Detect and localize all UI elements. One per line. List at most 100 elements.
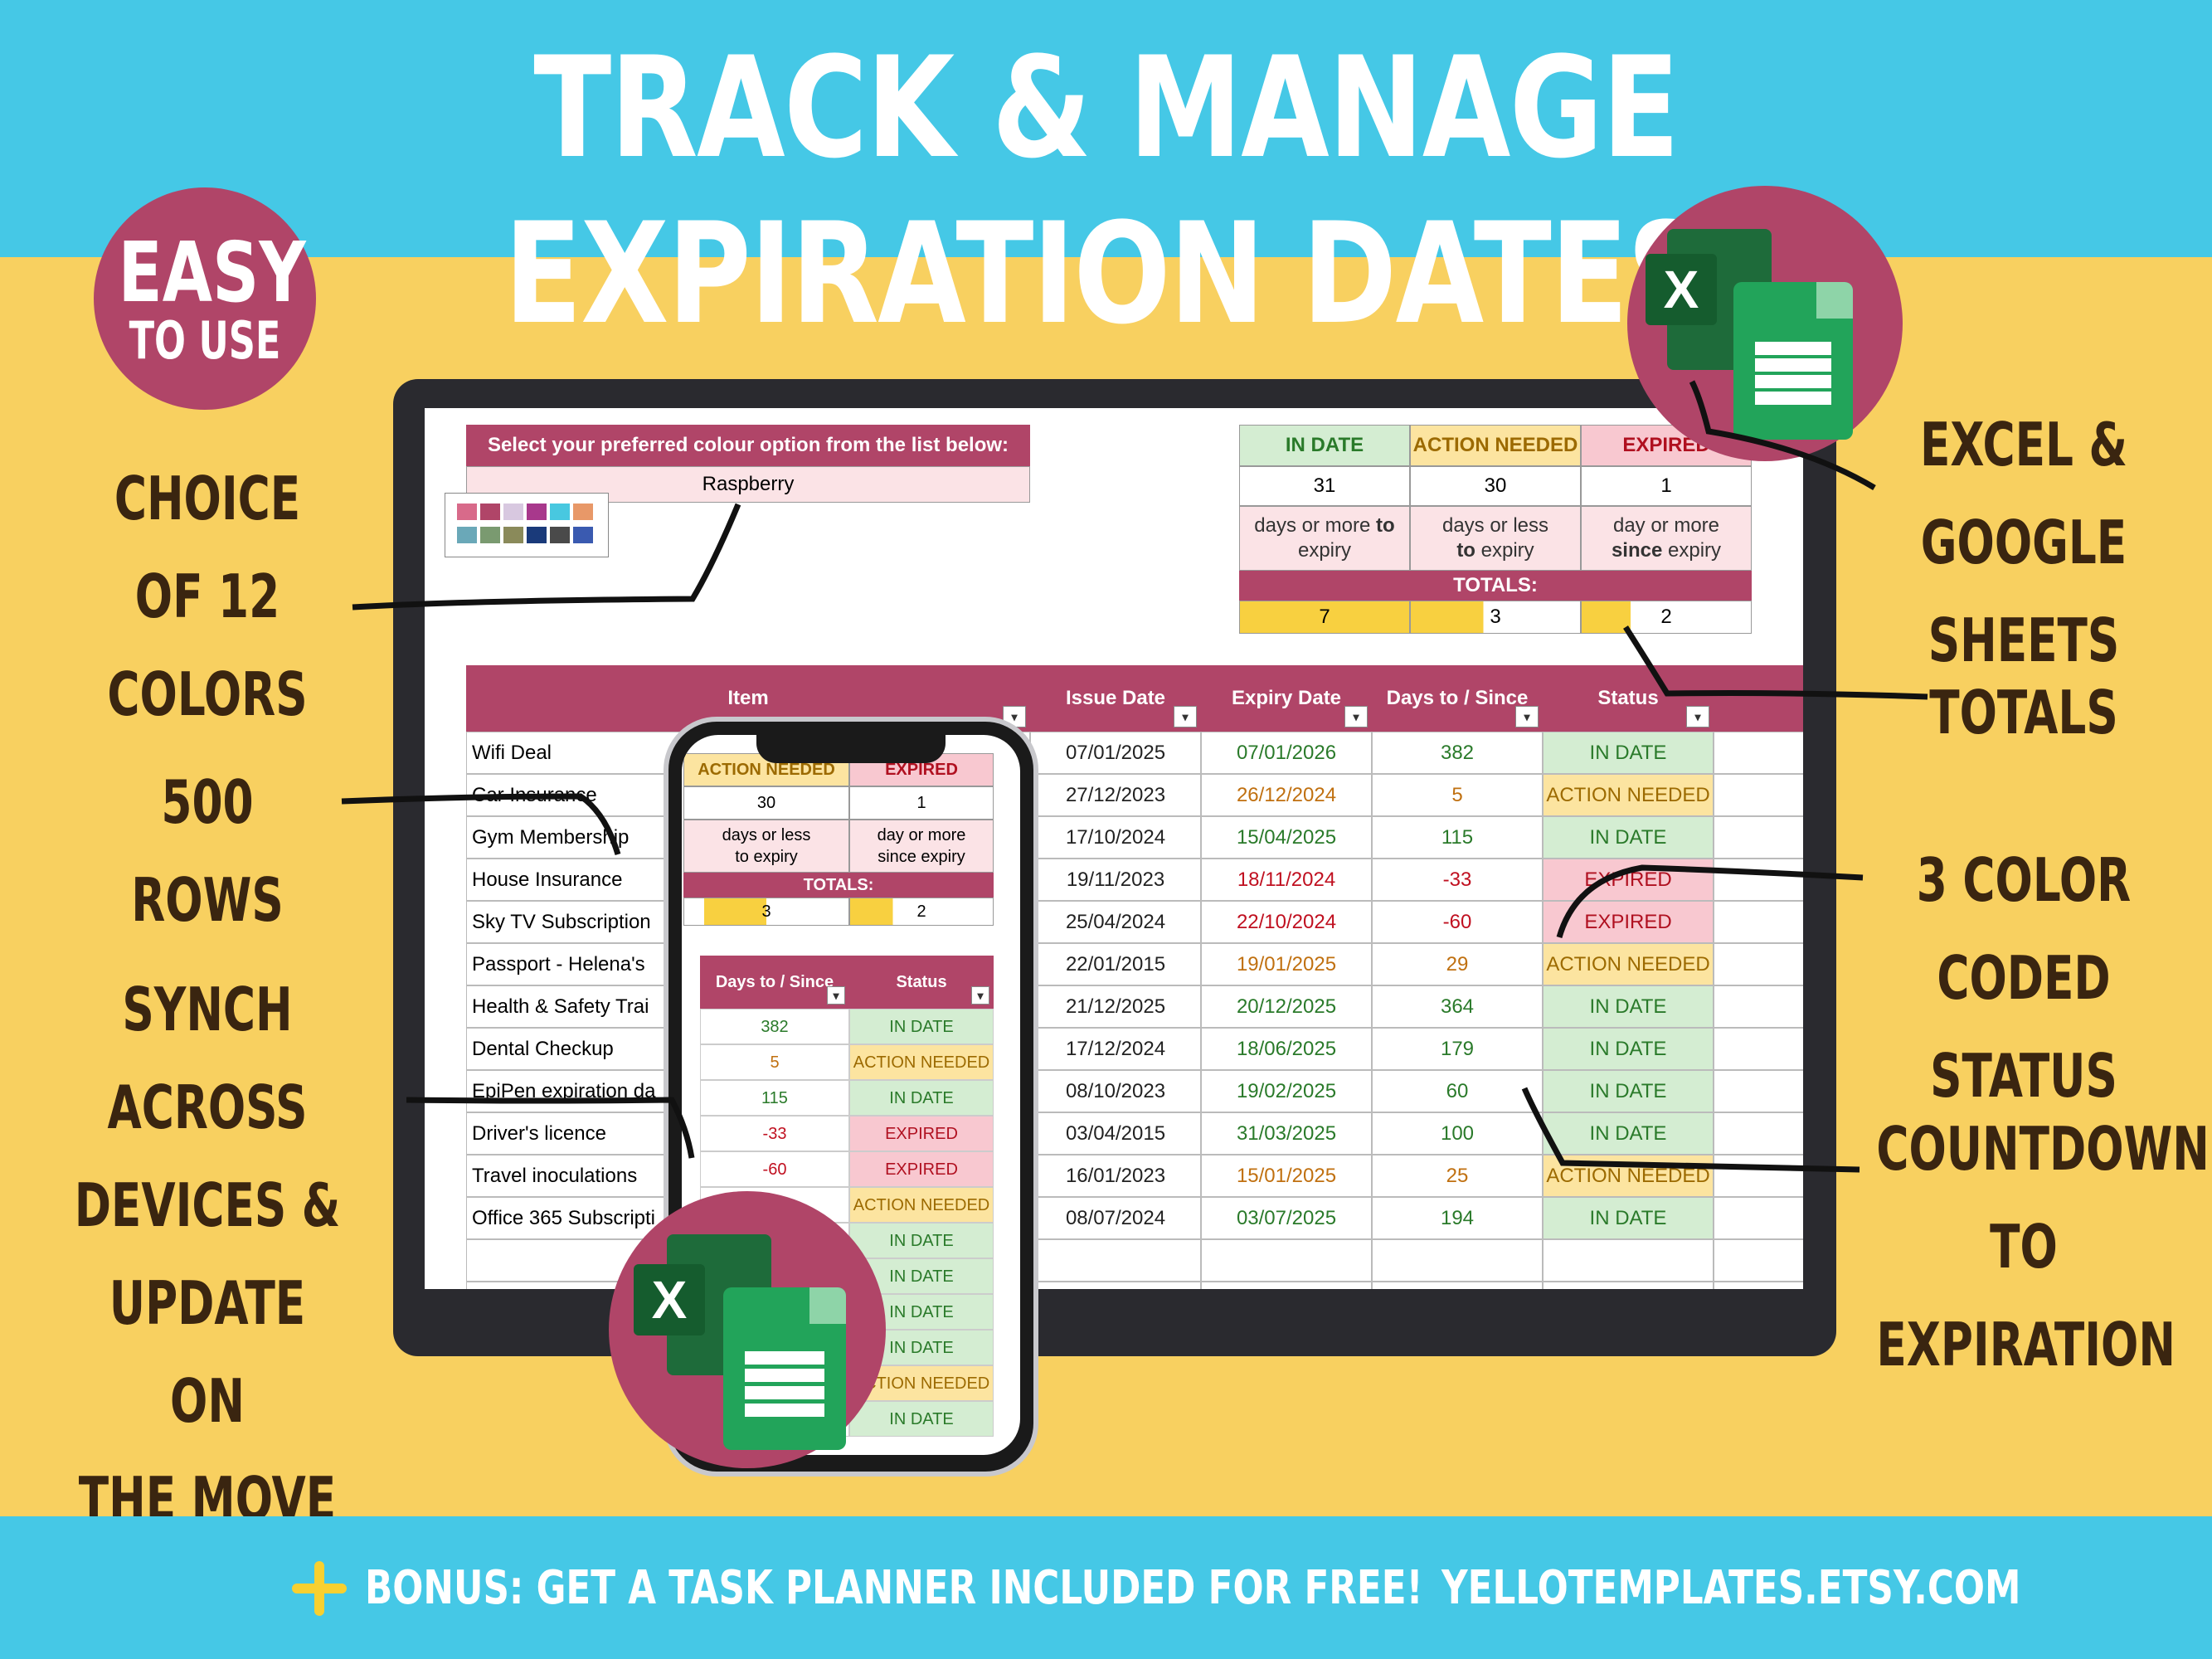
phone-cell-status[interactable]: IN DATE <box>849 1009 994 1044</box>
colour-swatch[interactable] <box>457 504 477 520</box>
table-cell[interactable]: 5 <box>1372 774 1543 816</box>
colour-swatch[interactable] <box>457 527 477 543</box>
table-cell[interactable]: 115 <box>1372 816 1543 859</box>
table-cell[interactable] <box>1714 732 1803 774</box>
col-header-days[interactable]: Days to / Since ▾ <box>1372 665 1543 732</box>
table-cell[interactable]: 19/11/2023 <box>1030 859 1201 901</box>
table-cell[interactable]: 17/12/2024 <box>1030 1028 1201 1070</box>
table-cell[interactable]: 03/04/2015 <box>1030 1112 1201 1155</box>
table-cell[interactable]: ACTION NEEDED <box>1543 774 1714 816</box>
table-cell[interactable]: 100 <box>1372 1112 1543 1155</box>
phone-cell-days[interactable]: 382 <box>700 1009 849 1044</box>
table-cell[interactable]: 18/11/2024 <box>1201 859 1372 901</box>
table-cell[interactable]: 21/12/2025 <box>1030 985 1201 1028</box>
table-cell[interactable]: -60 <box>1372 901 1543 943</box>
summary-expired-count[interactable]: 1 <box>1581 466 1752 506</box>
table-cell[interactable]: IN DATE <box>1543 1028 1714 1070</box>
table-cell[interactable] <box>1714 985 1803 1028</box>
phone-cell-status[interactable]: EXPIRED <box>849 1116 994 1151</box>
table-cell[interactable]: IN DATE <box>1543 985 1714 1028</box>
table-cell[interactable]: 194 <box>1372 1197 1543 1239</box>
phone-col-status[interactable]: Status ▾ <box>849 956 994 1009</box>
table-cell[interactable]: 19/01/2025 <box>1201 943 1372 985</box>
colour-swatch[interactable] <box>527 504 547 520</box>
table-cell[interactable] <box>1201 1282 1372 1289</box>
phone-cell-days[interactable]: 5 <box>700 1044 849 1080</box>
col-header-issue[interactable]: Issue Date ▾ <box>1030 665 1201 732</box>
phone-cell-status[interactable]: ACTION NEEDED <box>849 1187 994 1223</box>
col-header-expiry[interactable]: Expiry Date ▾ <box>1201 665 1372 732</box>
colour-swatch[interactable] <box>480 504 500 520</box>
table-cell[interactable]: 364 <box>1372 985 1543 1028</box>
table-cell[interactable]: 08/07/2024 <box>1030 1197 1201 1239</box>
table-cell[interactable]: 20/12/2025 <box>1201 985 1372 1028</box>
colour-swatch[interactable] <box>550 504 570 520</box>
phone-cell-status[interactable]: IN DATE <box>849 1080 994 1116</box>
table-cell[interactable] <box>1714 943 1803 985</box>
table-cell[interactable] <box>1201 1239 1372 1282</box>
table-cell[interactable]: 17/10/2024 <box>1030 816 1201 859</box>
table-cell[interactable]: 03/07/2025 <box>1201 1197 1372 1239</box>
table-cell[interactable]: 22/10/2024 <box>1201 901 1372 943</box>
colour-swatch[interactable] <box>503 504 523 520</box>
filter-icon[interactable]: ▾ <box>971 986 989 1005</box>
table-cell[interactable]: 07/01/2026 <box>1201 732 1372 774</box>
colour-swatch[interactable] <box>550 527 570 543</box>
table-cell[interactable]: 19/02/2025 <box>1201 1070 1372 1112</box>
summary-action-count[interactable]: 30 <box>1410 466 1581 506</box>
filter-icon[interactable]: ▾ <box>1174 706 1197 727</box>
table-cell[interactable]: 382 <box>1372 732 1543 774</box>
table-cell[interactable] <box>1543 1239 1714 1282</box>
table-cell[interactable] <box>1714 1028 1803 1070</box>
colour-swatch[interactable] <box>573 527 593 543</box>
col-header-status[interactable]: Status ▾ <box>1543 665 1714 732</box>
table-cell[interactable]: 29 <box>1372 943 1543 985</box>
table-cell[interactable]: 60 <box>1372 1070 1543 1112</box>
table-cell[interactable] <box>1714 1112 1803 1155</box>
table-cell[interactable] <box>1714 1197 1803 1239</box>
table-cell[interactable] <box>1714 859 1803 901</box>
table-cell[interactable]: 18/06/2025 <box>1201 1028 1372 1070</box>
colour-swatch[interactable] <box>503 527 523 543</box>
table-cell[interactable] <box>1714 1239 1803 1282</box>
colour-swatch-palette[interactable] <box>445 493 609 557</box>
table-cell[interactable] <box>1372 1239 1543 1282</box>
table-cell[interactable]: EXPIRED <box>1543 901 1714 943</box>
colour-swatch[interactable] <box>480 527 500 543</box>
colour-swatch[interactable] <box>527 527 547 543</box>
table-cell[interactable]: EXPIRED <box>1543 859 1714 901</box>
table-cell[interactable]: 15/01/2025 <box>1201 1155 1372 1197</box>
table-cell[interactable]: IN DATE <box>1543 732 1714 774</box>
filter-icon[interactable]: ▾ <box>827 986 845 1005</box>
phone-cell-status[interactable]: IN DATE <box>849 1223 994 1258</box>
phone-cell-days[interactable]: 115 <box>700 1080 849 1116</box>
site-url[interactable]: YELLOTEMPLATES.ETSY.COM <box>1441 1561 2021 1615</box>
table-cell[interactable] <box>1714 901 1803 943</box>
table-cell[interactable]: 179 <box>1372 1028 1543 1070</box>
phone-col-days[interactable]: Days to / Since ▾ <box>700 956 849 1009</box>
table-cell[interactable] <box>1543 1282 1714 1289</box>
table-cell[interactable]: 25/04/2024 <box>1030 901 1201 943</box>
table-cell[interactable] <box>1714 1070 1803 1112</box>
filter-icon[interactable]: ▾ <box>1344 706 1368 727</box>
filter-icon[interactable]: ▾ <box>1515 706 1539 727</box>
table-cell[interactable]: 07/01/2025 <box>1030 732 1201 774</box>
table-cell[interactable]: ACTION NEEDED <box>1543 943 1714 985</box>
phone-cell-status[interactable]: IN DATE <box>849 1401 994 1437</box>
table-cell[interactable]: IN DATE <box>1543 1112 1714 1155</box>
table-cell[interactable]: IN DATE <box>1543 1070 1714 1112</box>
table-cell[interactable]: 15/04/2025 <box>1201 816 1372 859</box>
table-cell[interactable]: 25 <box>1372 1155 1543 1197</box>
summary-in-date-count[interactable]: 31 <box>1239 466 1410 506</box>
table-cell[interactable] <box>1714 1282 1803 1289</box>
colour-swatch[interactable] <box>573 504 593 520</box>
phone-cell-days[interactable]: -33 <box>700 1116 849 1151</box>
filter-icon[interactable]: ▾ <box>1686 706 1709 727</box>
table-cell[interactable]: 27/12/2023 <box>1030 774 1201 816</box>
table-cell[interactable]: IN DATE <box>1543 1197 1714 1239</box>
table-cell[interactable] <box>1714 816 1803 859</box>
table-cell[interactable] <box>1372 1282 1543 1289</box>
table-cell[interactable]: 31/03/2025 <box>1201 1112 1372 1155</box>
table-cell[interactable] <box>1714 774 1803 816</box>
table-cell[interactable]: 26/12/2024 <box>1201 774 1372 816</box>
